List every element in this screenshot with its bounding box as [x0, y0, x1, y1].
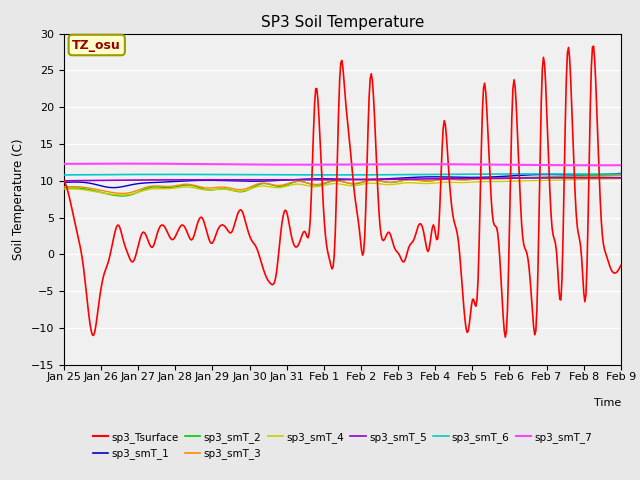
sp3_Tsurface	[589, 43, 597, 49]
sp3_smT_6	[559, 171, 567, 177]
Line: sp3_Tsurface: sp3_Tsurface	[64, 46, 621, 337]
sp3_smT_6	[516, 171, 524, 177]
Line: sp3_smT_6: sp3_smT_6	[64, 174, 621, 175]
Line: sp3_smT_3: sp3_smT_3	[64, 176, 621, 193]
sp3_smT_1	[109, 185, 117, 191]
sp3_smT_4	[60, 186, 68, 192]
sp3_smT_2	[558, 174, 566, 180]
sp3_smT_4	[516, 178, 524, 184]
sp3_smT_4	[558, 177, 566, 183]
sp3_smT_4	[246, 186, 254, 192]
Line: sp3_smT_1: sp3_smT_1	[64, 173, 621, 188]
Line: sp3_smT_7: sp3_smT_7	[64, 164, 621, 165]
Line: sp3_smT_2: sp3_smT_2	[64, 175, 621, 196]
sp3_Tsurface	[516, 202, 524, 207]
sp3_smT_7	[60, 161, 68, 167]
sp3_smT_4	[119, 192, 127, 198]
sp3_Tsurface	[140, 229, 147, 235]
sp3_smT_1	[617, 170, 625, 176]
Title: SP3 Soil Temperature: SP3 Soil Temperature	[260, 15, 424, 30]
sp3_smT_5	[516, 175, 524, 181]
sp3_smT_5	[60, 178, 68, 184]
sp3_smT_3	[141, 185, 148, 191]
sp3_smT_2	[60, 185, 68, 191]
sp3_smT_1	[246, 179, 254, 184]
sp3_Tsurface	[71, 219, 79, 225]
sp3_smT_7	[307, 162, 314, 168]
sp3_smT_6	[536, 171, 544, 177]
sp3_Tsurface	[60, 178, 68, 184]
sp3_smT_6	[140, 171, 147, 177]
sp3_smT_5	[245, 177, 253, 183]
Text: Time: Time	[593, 398, 621, 408]
sp3_smT_6	[71, 172, 79, 178]
sp3_smT_4	[141, 187, 148, 193]
sp3_smT_6	[326, 172, 333, 178]
Text: TZ_osu: TZ_osu	[72, 38, 121, 51]
sp3_smT_7	[592, 162, 600, 168]
sp3_smT_2	[246, 186, 254, 192]
sp3_smT_3	[558, 174, 566, 180]
sp3_smT_5	[557, 175, 564, 181]
sp3_Tsurface	[617, 263, 625, 268]
sp3_smT_6	[245, 172, 253, 178]
sp3_smT_7	[122, 161, 130, 167]
sp3_Tsurface	[245, 232, 253, 238]
sp3_smT_6	[305, 172, 313, 178]
sp3_smT_3	[246, 184, 254, 190]
Line: sp3_smT_4: sp3_smT_4	[64, 179, 621, 195]
sp3_smT_1	[307, 176, 314, 182]
sp3_smT_5	[617, 175, 625, 181]
sp3_smT_6	[60, 172, 68, 178]
sp3_Tsurface	[558, 277, 566, 283]
sp3_smT_5	[305, 177, 313, 183]
sp3_smT_7	[617, 162, 625, 168]
Legend: sp3_Tsurface, sp3_smT_1, sp3_smT_2, sp3_smT_3, sp3_smT_4, sp3_smT_5, sp3_smT_6, : sp3_Tsurface, sp3_smT_1, sp3_smT_2, sp3_…	[88, 428, 596, 463]
sp3_smT_5	[584, 175, 592, 180]
sp3_Tsurface	[305, 230, 313, 236]
sp3_smT_3	[71, 184, 79, 190]
sp3_smT_6	[617, 171, 625, 177]
sp3_Tsurface	[502, 334, 509, 340]
Y-axis label: Soil Temperature (C): Soil Temperature (C)	[12, 138, 26, 260]
sp3_smT_3	[516, 175, 524, 181]
sp3_smT_2	[307, 181, 314, 187]
sp3_smT_1	[141, 180, 148, 186]
sp3_smT_7	[71, 161, 79, 167]
sp3_smT_4	[71, 186, 79, 192]
sp3_smT_2	[71, 185, 79, 191]
sp3_smT_3	[119, 191, 127, 196]
sp3_smT_1	[516, 172, 524, 178]
sp3_smT_4	[307, 183, 314, 189]
sp3_smT_7	[141, 161, 148, 167]
sp3_smT_2	[516, 175, 524, 180]
sp3_smT_3	[617, 173, 625, 179]
sp3_smT_2	[617, 172, 625, 178]
sp3_smT_1	[558, 172, 566, 178]
sp3_smT_1	[71, 179, 79, 185]
sp3_smT_7	[516, 162, 524, 168]
sp3_smT_1	[60, 180, 68, 185]
sp3_smT_3	[60, 184, 68, 190]
Line: sp3_smT_5: sp3_smT_5	[64, 178, 621, 181]
sp3_smT_5	[71, 178, 79, 183]
sp3_smT_4	[617, 176, 625, 181]
sp3_smT_7	[558, 162, 566, 168]
sp3_smT_2	[141, 186, 148, 192]
sp3_smT_5	[140, 177, 147, 183]
sp3_smT_7	[246, 162, 254, 168]
sp3_smT_3	[307, 181, 314, 187]
sp3_smT_2	[118, 193, 125, 199]
